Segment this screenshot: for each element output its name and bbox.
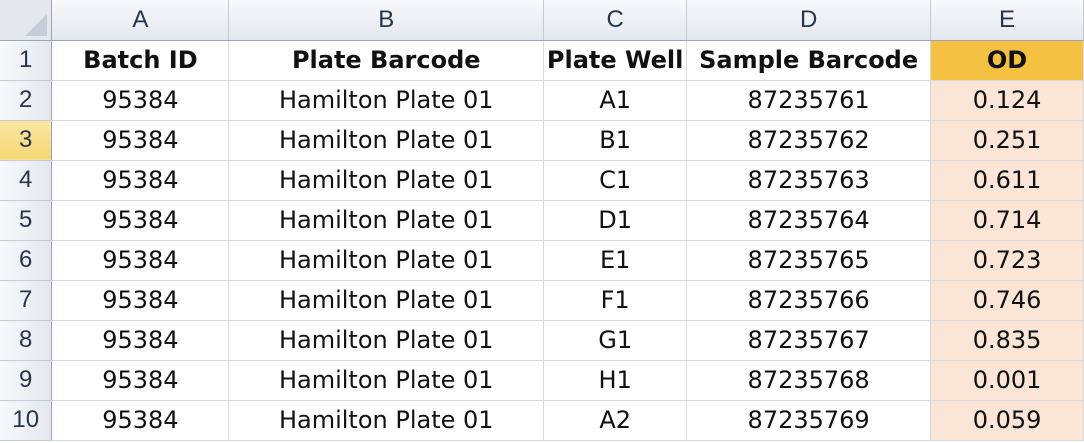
cell-batch-id[interactable]: 95384 [51, 400, 230, 441]
cell-plate-well[interactable]: F1 [543, 280, 688, 321]
cell-batch-id[interactable]: 95384 [51, 360, 230, 401]
cell-plate-barcode[interactable]: Hamilton Plate 01 [228, 320, 545, 361]
cell-header-sample-barcode[interactable]: Sample Barcode [686, 40, 932, 81]
cell-od[interactable]: 0.001 [930, 360, 1084, 401]
row-header-4[interactable]: 4 [0, 160, 53, 201]
cell-od[interactable]: 0.059 [930, 400, 1084, 441]
cell-batch-id[interactable]: 95384 [51, 160, 230, 201]
cell-plate-barcode[interactable]: Hamilton Plate 01 [228, 80, 545, 121]
cell-plate-barcode[interactable]: Hamilton Plate 01 [228, 360, 545, 401]
cell-batch-id[interactable]: 95384 [51, 80, 230, 121]
cell-plate-barcode[interactable]: Hamilton Plate 01 [228, 240, 545, 281]
column-header-a[interactable]: A [51, 0, 230, 41]
column-header-b[interactable]: B [228, 0, 545, 41]
cell-header-plate-barcode[interactable]: Plate Barcode [228, 40, 545, 81]
row-header-10[interactable]: 10 [0, 400, 53, 441]
cell-plate-well[interactable]: H1 [543, 360, 688, 401]
cell-batch-id[interactable]: 95384 [51, 240, 230, 281]
table-row: 9 95384 Hamilton Plate 01 H1 87235768 0.… [0, 360, 1084, 401]
row-header-3[interactable]: 3 [0, 120, 53, 161]
cell-sample-barcode[interactable]: 87235764 [686, 200, 932, 241]
cell-od[interactable]: 0.611 [930, 160, 1084, 201]
cell-plate-barcode[interactable]: Hamilton Plate 01 [228, 160, 545, 201]
cell-plate-barcode[interactable]: Hamilton Plate 01 [228, 200, 545, 241]
row-header-1[interactable]: 1 [0, 40, 53, 81]
cell-batch-id[interactable]: 95384 [51, 280, 230, 321]
row-header-5[interactable]: 5 [0, 200, 53, 241]
cell-batch-id[interactable]: 95384 [51, 120, 230, 161]
cell-plate-well[interactable]: C1 [543, 160, 688, 201]
row-header-7[interactable]: 7 [0, 280, 53, 321]
table-row: 7 95384 Hamilton Plate 01 F1 87235766 0.… [0, 280, 1084, 321]
cell-sample-barcode[interactable]: 87235767 [686, 320, 932, 361]
cell-plate-well[interactable]: A1 [543, 80, 688, 121]
select-all-triangle-icon [25, 13, 48, 36]
cell-od[interactable]: 0.723 [930, 240, 1084, 281]
cell-sample-barcode[interactable]: 87235765 [686, 240, 932, 281]
table-row: 3 95384 Hamilton Plate 01 B1 87235762 0.… [0, 120, 1084, 161]
cell-plate-well[interactable]: G1 [543, 320, 688, 361]
row-header-8[interactable]: 8 [0, 320, 53, 361]
cell-plate-barcode[interactable]: Hamilton Plate 01 [228, 280, 545, 321]
cell-od[interactable]: 0.714 [930, 200, 1084, 241]
cell-sample-barcode[interactable]: 87235768 [686, 360, 932, 401]
cell-sample-barcode[interactable]: 87235766 [686, 280, 932, 321]
cell-sample-barcode[interactable]: 87235761 [686, 80, 932, 121]
select-all-button[interactable] [0, 0, 53, 41]
cell-plate-barcode[interactable]: Hamilton Plate 01 [228, 400, 545, 441]
column-header-d[interactable]: D [686, 0, 932, 41]
cell-plate-barcode[interactable]: Hamilton Plate 01 [228, 120, 545, 161]
row-header-6[interactable]: 6 [0, 240, 53, 281]
table-header-row: 1 Batch ID Plate Barcode Plate Well Samp… [0, 40, 1084, 81]
cell-od[interactable]: 0.251 [930, 120, 1084, 161]
cell-header-batch-id[interactable]: Batch ID [51, 40, 230, 81]
table-row: 8 95384 Hamilton Plate 01 G1 87235767 0.… [0, 320, 1084, 361]
row-header-2[interactable]: 2 [0, 80, 53, 121]
cell-sample-barcode[interactable]: 87235762 [686, 120, 932, 161]
cell-od[interactable]: 0.124 [930, 80, 1084, 121]
column-header-e[interactable]: E [930, 0, 1084, 41]
row-header-9[interactable]: 9 [0, 360, 53, 401]
table-row: 5 95384 Hamilton Plate 01 D1 87235764 0.… [0, 200, 1084, 241]
cell-header-od[interactable]: OD [930, 40, 1084, 81]
cell-batch-id[interactable]: 95384 [51, 320, 230, 361]
cell-plate-well[interactable]: B1 [543, 120, 688, 161]
table-row: 6 95384 Hamilton Plate 01 E1 87235765 0.… [0, 240, 1084, 281]
cell-batch-id[interactable]: 95384 [51, 200, 230, 241]
cell-od[interactable]: 0.746 [930, 280, 1084, 321]
column-header-row: A B C D E [0, 0, 1084, 41]
table-row: 2 95384 Hamilton Plate 01 A1 87235761 0.… [0, 80, 1084, 121]
cell-header-plate-well[interactable]: Plate Well [543, 40, 688, 81]
cell-od[interactable]: 0.835 [930, 320, 1084, 361]
cell-plate-well[interactable]: E1 [543, 240, 688, 281]
cell-plate-well[interactable]: A2 [543, 400, 688, 441]
table-row: 10 95384 Hamilton Plate 01 A2 87235769 0… [0, 400, 1084, 441]
cell-plate-well[interactable]: D1 [543, 200, 688, 241]
cell-sample-barcode[interactable]: 87235769 [686, 400, 932, 441]
cell-sample-barcode[interactable]: 87235763 [686, 160, 932, 201]
column-header-c[interactable]: C [543, 0, 688, 41]
table-row: 4 95384 Hamilton Plate 01 C1 87235763 0.… [0, 160, 1084, 201]
